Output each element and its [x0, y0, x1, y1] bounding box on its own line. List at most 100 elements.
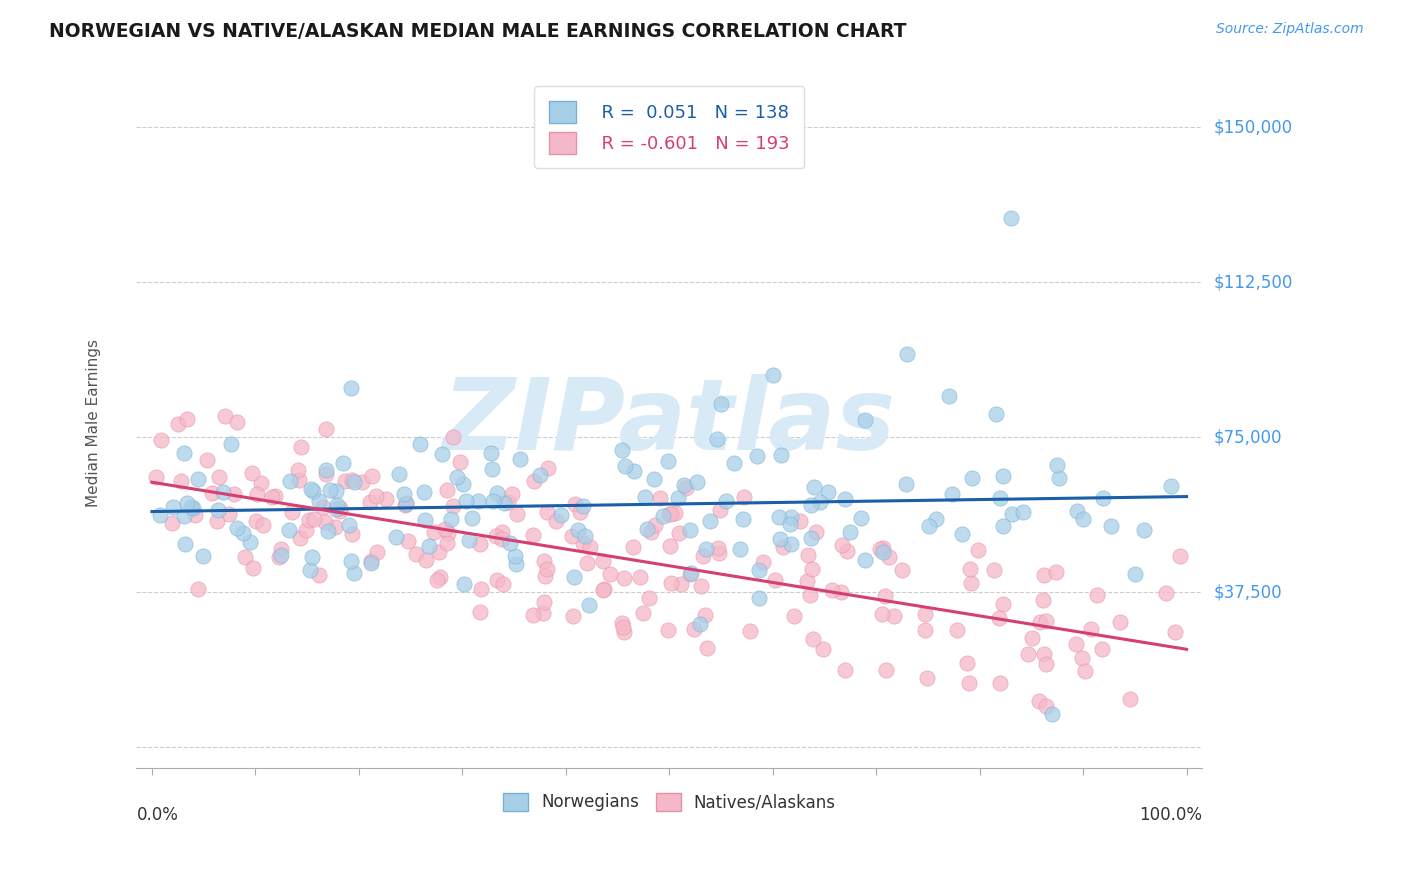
Point	[340, 526, 363, 541]
Point	[628, 569, 651, 583]
Point	[644, 517, 666, 532]
Point	[612, 620, 634, 634]
Point	[340, 380, 363, 394]
Point	[1091, 642, 1114, 657]
Text: $150,000: $150,000	[1213, 118, 1292, 136]
Point	[430, 447, 453, 461]
Point	[657, 624, 679, 638]
Point	[672, 478, 695, 492]
Point	[699, 514, 721, 528]
Point	[696, 641, 718, 656]
Point	[938, 389, 960, 403]
Point	[820, 583, 842, 598]
Point	[650, 491, 672, 506]
Point	[692, 549, 714, 563]
Point	[385, 530, 408, 544]
Point	[1040, 706, 1063, 721]
Point	[803, 480, 825, 494]
Point	[169, 474, 191, 488]
Point	[716, 494, 738, 508]
Point	[446, 470, 468, 484]
Point	[360, 556, 382, 570]
Point	[799, 588, 821, 602]
Point	[1071, 650, 1094, 665]
Point	[564, 497, 586, 511]
Point	[593, 582, 616, 597]
Point	[233, 549, 256, 564]
Point	[1071, 512, 1094, 526]
Point	[187, 472, 209, 486]
Point	[872, 541, 894, 555]
Point	[308, 567, 330, 582]
Point	[340, 473, 363, 487]
Point	[453, 577, 475, 591]
Point	[413, 513, 436, 527]
Point	[315, 462, 337, 476]
Point	[779, 516, 801, 531]
Point	[207, 502, 229, 516]
Point	[693, 608, 716, 623]
Point	[946, 624, 969, 638]
Point	[294, 523, 316, 537]
Point	[1133, 523, 1156, 537]
Point	[415, 552, 437, 566]
Point	[501, 487, 523, 501]
Point	[709, 502, 731, 516]
Point	[574, 529, 596, 543]
Point	[485, 574, 508, 588]
Point	[634, 490, 657, 504]
Point	[394, 498, 416, 512]
Point	[664, 506, 686, 520]
Point	[201, 486, 224, 500]
Point	[486, 486, 509, 500]
Point	[436, 526, 458, 541]
Point	[918, 519, 941, 533]
Point	[640, 525, 662, 540]
Point	[1047, 471, 1070, 485]
Point	[769, 532, 792, 546]
Point	[991, 597, 1014, 611]
Point	[252, 517, 274, 532]
Point	[579, 540, 602, 554]
Point	[262, 490, 284, 504]
Point	[695, 541, 717, 556]
Point	[682, 622, 704, 636]
Point	[707, 541, 730, 555]
Text: 100.0%: 100.0%	[1139, 805, 1202, 823]
Point	[877, 550, 900, 565]
Point	[499, 536, 522, 550]
Point	[325, 483, 347, 498]
Point	[225, 520, 247, 534]
Point	[531, 607, 554, 621]
Point	[675, 481, 697, 495]
Point	[869, 541, 891, 556]
Point	[315, 467, 337, 481]
Point	[440, 512, 463, 526]
Point	[522, 607, 544, 622]
Point	[232, 525, 254, 540]
Point	[671, 577, 693, 591]
Point	[441, 430, 464, 444]
Point	[567, 523, 589, 537]
Point	[1045, 565, 1067, 579]
Point	[575, 556, 598, 570]
Point	[1035, 657, 1057, 671]
Point	[278, 474, 301, 488]
Point	[830, 584, 852, 599]
Point	[1066, 503, 1088, 517]
Point	[561, 529, 583, 543]
Point	[599, 566, 621, 581]
Point	[789, 514, 811, 528]
Legend: Norwegians, Natives/Alaskans: Norwegians, Natives/Alaskans	[496, 786, 842, 818]
Point	[1080, 622, 1102, 636]
Point	[467, 494, 489, 508]
Point	[375, 492, 398, 507]
Text: 0.0%: 0.0%	[136, 805, 179, 823]
Point	[651, 508, 673, 523]
Point	[723, 456, 745, 470]
Point	[853, 553, 876, 567]
Point	[658, 507, 681, 521]
Point	[1168, 549, 1191, 564]
Point	[1163, 624, 1185, 639]
Text: $112,500: $112,500	[1213, 273, 1292, 291]
